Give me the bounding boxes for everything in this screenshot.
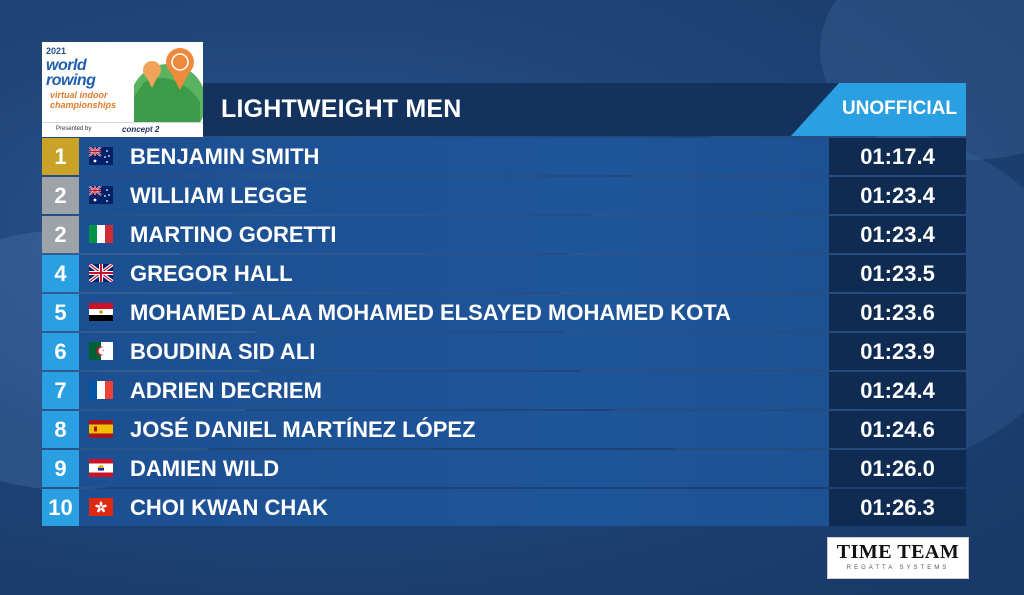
result-row: 2 MARTINO GORETTI 01:23.4 [42, 216, 966, 253]
logo-brand-line1: world [46, 57, 87, 74]
algeria-flag-icon [89, 342, 113, 360]
athlete-name: BOUDINA SID ALI [130, 339, 316, 364]
event-logo: 2021 world rowing virtual indoor champio… [42, 42, 203, 137]
athlete-name: BENJAMIN SMITH [130, 144, 320, 169]
result-row: 1 BENJAMIN SMITH 01:17.4 [42, 138, 966, 175]
result-row: 9 DAMIEN WILD 01:26.0 [42, 450, 966, 487]
france-flag-icon [89, 381, 113, 399]
french-polynesia-flag-icon [89, 459, 113, 477]
result-time: 01:23.6 [829, 294, 966, 331]
result-row: 7 ADRIEN DECRIEM 01:24.4 [42, 372, 966, 409]
timing-provider-name: TIME TEAM [836, 541, 960, 563]
athlete-name: JOSÉ DANIEL MARTÍNEZ LÓPEZ [130, 417, 476, 442]
result-time: 01:24.6 [829, 411, 966, 448]
egypt-flag-icon [89, 303, 113, 321]
result-row: 2 WILLIAM LEGGE 01:23.4 [42, 177, 966, 214]
logo-subtitle: virtual indoor championships [50, 90, 116, 110]
timing-provider-logo: TIME TEAM REGATTA SYSTEMS [827, 537, 969, 579]
result-time: 01:23.5 [829, 255, 966, 292]
results-table: 1 BENJAMIN SMITH 01:17.4 2 WILLIAM LEGGE 01:2… [42, 138, 966, 528]
rank-badge: 2 [42, 177, 79, 214]
australia-flag-icon [89, 186, 113, 204]
athlete-name: CHOI KWAN CHAK [130, 495, 328, 520]
logo-brand: world rowing [46, 57, 96, 89]
rank-badge: 4 [42, 255, 79, 292]
logo-subtitle-line2: championships [50, 100, 117, 110]
result-row: 5 MOHAMED ALAA MOHAMED ELSAYED MOHAMED KO… [42, 294, 966, 331]
result-time: 01:23.4 [829, 177, 966, 214]
result-time: 01:26.3 [829, 489, 966, 526]
result-time: 01:26.0 [829, 450, 966, 487]
timing-provider-tagline: REGATTA SYSTEMS [846, 565, 950, 571]
rank-badge: 6 [42, 333, 79, 370]
results-header: LIGHTWEIGHT MEN UNOFFICIAL [203, 83, 966, 136]
logo-sponsor-bar: Presented by concept 2 [42, 122, 203, 137]
logo-subtitle-line1: virtual indoor [50, 90, 108, 100]
status-badge: UNOFFICIAL [791, 83, 966, 136]
athlete-name: WILLIAM LEGGE [130, 183, 308, 208]
result-time: 01:24.4 [829, 372, 966, 409]
result-row: 8 JOSÉ DANIEL MARTÍNEZ LÓPEZ 01:24.6 [42, 411, 966, 448]
rank-badge: 8 [42, 411, 79, 448]
rank-badge: 5 [42, 294, 79, 331]
athlete-name: DAMIEN WILD [130, 456, 280, 481]
rank-badge: 2 [42, 216, 79, 253]
result-row: 10 CHOI KWAN CHAK 01:26.3 [42, 489, 966, 526]
rank-badge: 10 [42, 489, 79, 526]
result-time: 01:23.4 [829, 216, 966, 253]
hong-kong-flag-icon [89, 498, 113, 516]
great-britain-flag-icon [89, 264, 113, 282]
sponsor-name: concept 2 [122, 125, 160, 134]
result-time: 01:23.9 [829, 333, 966, 370]
italy-flag-icon [89, 225, 113, 243]
result-time: 01:17.4 [829, 138, 966, 175]
athlete-name: MARTINO GORETTI [130, 222, 337, 247]
rank-badge: 7 [42, 372, 79, 409]
rank-badge: 1 [42, 138, 79, 175]
athlete-name: MOHAMED ALAA MOHAMED ELSAYED MOHAMED KOT… [130, 300, 731, 325]
result-row: 4 GREGOR HALL 01:23.5 [42, 255, 966, 292]
australia-flag-icon [89, 147, 113, 165]
logo-year: 2021 [46, 46, 67, 56]
status-label: UNOFFICIAL [841, 98, 957, 119]
athlete-name: ADRIEN DECRIEM [130, 378, 322, 403]
spain-flag-icon [89, 420, 113, 438]
rank-badge: 9 [42, 450, 79, 487]
globe-pin-icon [134, 48, 203, 123]
athlete-name: GREGOR HALL [130, 261, 293, 286]
presented-by-label: Presented by [56, 126, 92, 132]
event-title: LIGHTWEIGHT MEN [221, 95, 462, 123]
logo-brand-line2: rowing [46, 72, 96, 89]
result-row: 6 BOUDINA SID ALI 01:23.9 [42, 333, 966, 370]
